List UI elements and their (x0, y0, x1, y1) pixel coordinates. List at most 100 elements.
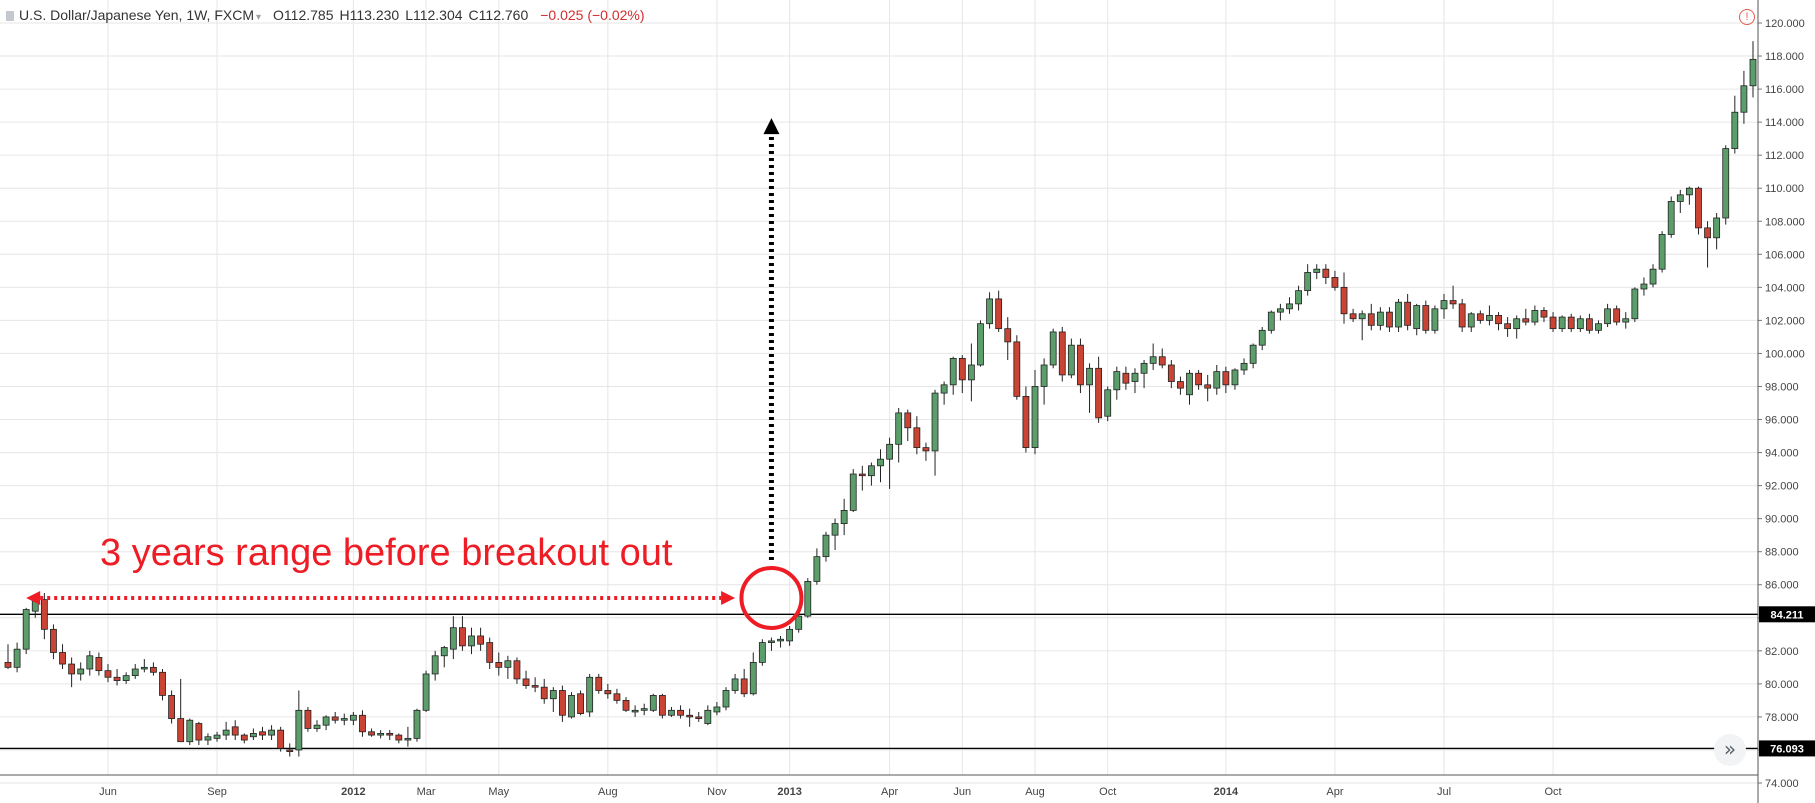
candle[interactable] (1722, 145, 1730, 225)
candle[interactable] (668, 707, 675, 717)
candle[interactable] (359, 710, 366, 737)
candle[interactable] (1567, 313, 1575, 332)
candle[interactable] (204, 733, 212, 745)
candle[interactable] (1522, 308, 1530, 326)
candle[interactable] (1404, 293, 1412, 331)
candle[interactable] (59, 644, 66, 669)
candle[interactable] (1213, 365, 1221, 395)
candle[interactable] (1622, 312, 1630, 329)
candle[interactable] (1613, 305, 1621, 326)
candle[interactable] (1713, 213, 1721, 250)
candle[interactable] (1340, 272, 1348, 324)
scroll-to-realtime-button[interactable]: » (1714, 734, 1746, 766)
candle[interactable] (868, 462, 875, 486)
candle[interactable] (722, 687, 730, 711)
candle[interactable] (1186, 369, 1193, 405)
candle[interactable] (331, 711, 339, 724)
candle[interactable] (195, 721, 203, 745)
candle[interactable] (222, 721, 230, 741)
candle[interactable] (1131, 368, 1139, 394)
candle[interactable] (1586, 313, 1593, 334)
candle[interactable] (468, 627, 475, 655)
candle[interactable] (277, 726, 285, 752)
candle[interactable] (1240, 358, 1248, 375)
candle[interactable] (686, 708, 694, 727)
candle[interactable] (1486, 305, 1493, 326)
candle[interactable] (459, 616, 466, 651)
candle[interactable] (1431, 305, 1439, 334)
candle[interactable] (1177, 376, 1184, 395)
candle[interactable] (1031, 369, 1039, 455)
candle[interactable] (559, 685, 566, 722)
candle[interactable] (295, 690, 303, 757)
candle[interactable] (1331, 270, 1339, 291)
candle[interactable] (249, 728, 257, 741)
candle[interactable] (1158, 348, 1166, 369)
candle[interactable] (768, 637, 775, 651)
candle[interactable] (1685, 186, 1693, 205)
candle[interactable] (1731, 95, 1739, 154)
candle[interactable] (1631, 287, 1639, 323)
candle[interactable] (313, 720, 321, 732)
candle[interactable] (713, 702, 721, 716)
candle[interactable] (322, 715, 330, 731)
candle[interactable] (886, 437, 893, 489)
candle[interactable] (1204, 374, 1212, 402)
candle[interactable] (1258, 327, 1266, 351)
candle[interactable] (4, 644, 12, 669)
candle[interactable] (631, 705, 639, 717)
candle[interactable] (440, 645, 448, 668)
candle[interactable] (349, 711, 357, 726)
candle[interactable] (813, 548, 821, 585)
candle[interactable] (1367, 303, 1375, 331)
candle[interactable] (1531, 305, 1539, 326)
candle[interactable] (1658, 231, 1666, 273)
candle[interactable] (140, 659, 148, 673)
candle[interactable] (395, 733, 403, 744)
candle[interactable] (1222, 366, 1230, 394)
candle[interactable] (1104, 386, 1112, 422)
candle[interactable] (431, 650, 439, 681)
candle[interactable] (40, 593, 48, 640)
candle[interactable] (1304, 264, 1312, 296)
candle[interactable] (1676, 189, 1684, 213)
candle[interactable] (1249, 343, 1257, 369)
candle[interactable] (177, 678, 185, 743)
candle[interactable] (1667, 196, 1675, 238)
candle[interactable] (286, 743, 294, 757)
candle[interactable] (513, 657, 521, 684)
candle[interactable] (795, 614, 803, 633)
candle[interactable] (104, 664, 112, 683)
candle[interactable] (1231, 368, 1239, 390)
candle[interactable] (1495, 312, 1502, 331)
candle[interactable] (695, 711, 703, 722)
candle[interactable] (904, 409, 912, 441)
candle[interactable] (231, 720, 239, 741)
candle[interactable] (1313, 264, 1321, 280)
candle[interactable] (159, 669, 166, 701)
candle[interactable] (958, 355, 966, 394)
candle[interactable] (577, 690, 584, 716)
candle[interactable] (986, 292, 993, 329)
candle[interactable] (1376, 307, 1384, 331)
candle[interactable] (1558, 315, 1566, 332)
candle[interactable] (949, 356, 957, 395)
candle[interactable] (840, 498, 848, 536)
candle[interactable] (413, 708, 421, 742)
candle[interactable] (304, 707, 312, 732)
candle[interactable] (1704, 221, 1711, 268)
candle[interactable] (1113, 366, 1121, 400)
candle[interactable] (150, 662, 157, 676)
candle[interactable] (1595, 320, 1602, 334)
candle[interactable] (622, 697, 630, 712)
candle[interactable] (804, 578, 812, 618)
candle[interactable] (640, 703, 648, 716)
candle[interactable] (1740, 70, 1748, 124)
candle[interactable] (259, 726, 266, 741)
candle[interactable] (422, 670, 430, 712)
candle[interactable] (1049, 328, 1057, 369)
candle[interactable] (568, 692, 575, 719)
candle[interactable] (77, 662, 85, 681)
candle[interactable] (1013, 335, 1021, 400)
candle[interactable] (1422, 300, 1430, 334)
